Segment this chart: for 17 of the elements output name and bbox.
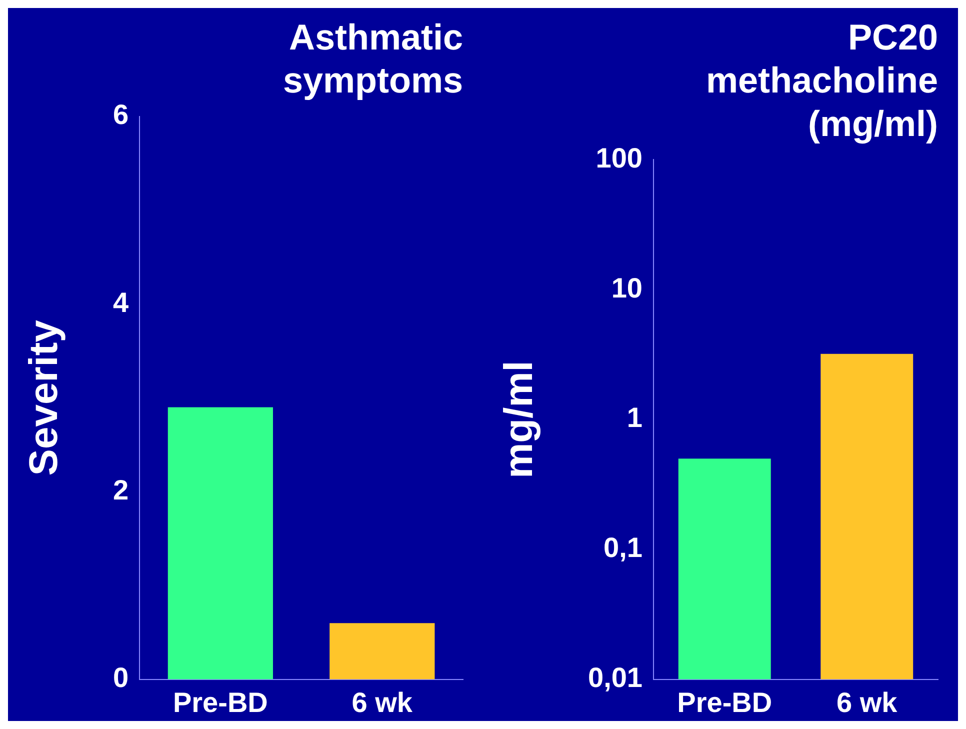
chart-title: PC20 methacholine (mg/ml) [706, 16, 938, 144]
y-tick-label: 0,01 [588, 662, 642, 694]
x-tick-label: 6 wk [836, 686, 898, 718]
x-tick-label: 6 wk [352, 686, 413, 718]
y-tick-label: 0 [112, 662, 129, 694]
y-axis-title: Severity [22, 319, 66, 476]
y-tick-label: 0,1 [604, 532, 642, 564]
y-tick-label: 10 [611, 272, 642, 304]
y-tick-label: 4 [112, 286, 129, 318]
y-tick-label: 6 [112, 99, 129, 130]
x-tick-label: Pre-BD [677, 686, 772, 718]
y-axis-title: mg/ml [497, 360, 542, 478]
y-tick-label: 100 [596, 142, 642, 174]
chart-title: Asthmatic symptoms [282, 16, 463, 101]
x-tick-label: Pre-BD [172, 686, 268, 718]
y-tick-label: 2 [112, 474, 129, 506]
y-tick-label: 1 [626, 402, 642, 434]
